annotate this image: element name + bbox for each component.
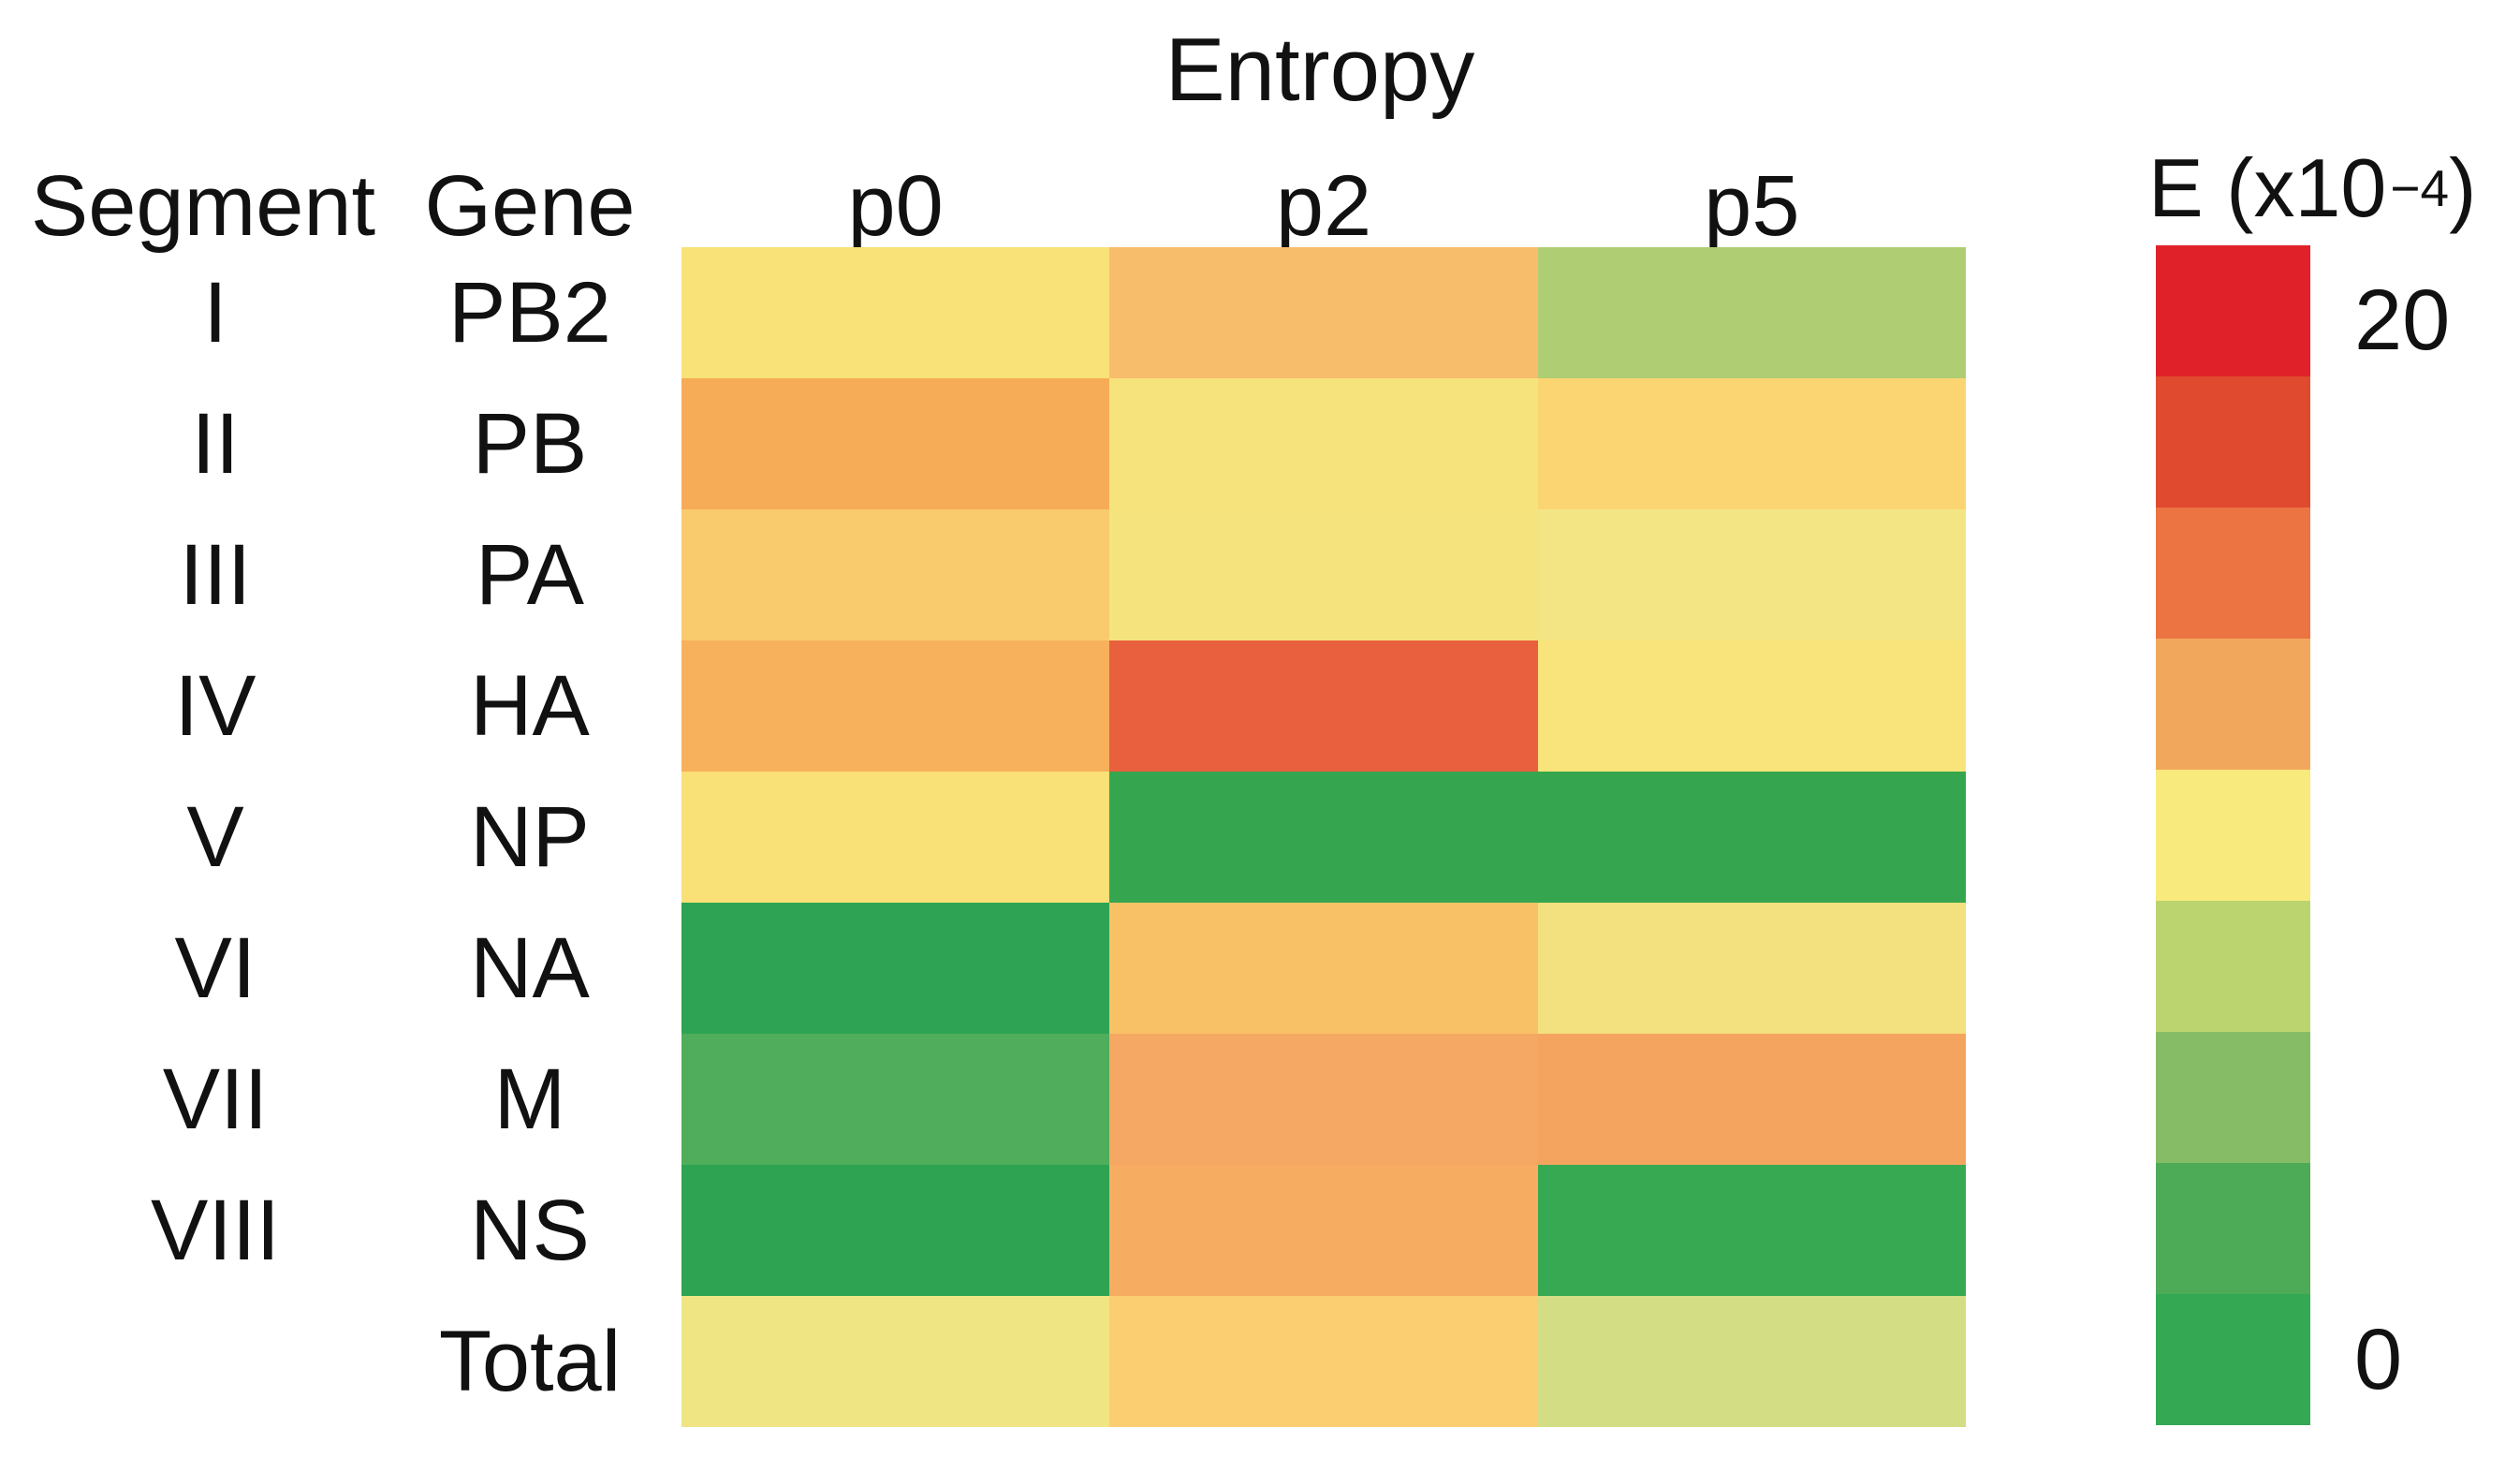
segment-label-III: III — [179, 527, 252, 623]
heatmap-cell-NS-p5 — [1537, 1165, 1966, 1296]
colorbar-max-label: 20 — [2354, 272, 2451, 368]
gene-label-NP: NP — [470, 789, 590, 885]
segment-label-VIII: VIII — [150, 1183, 281, 1278]
segment-label-IV: IV — [174, 658, 256, 754]
colorbar-min-label: 0 — [2354, 1312, 2403, 1407]
segment-column-header: Segment — [30, 158, 376, 254]
heatmap-cell-PB-p5 — [1537, 378, 1966, 509]
gene-label-HA: HA — [470, 658, 590, 754]
heatmap-cell-NP-p5 — [1537, 772, 1966, 903]
segment-label-none — [0, 1296, 431, 1427]
heatmap-cell-PA-p5 — [1537, 509, 1966, 640]
heatmap-cell-NP-p0 — [681, 772, 1110, 903]
colorbar-band-7 — [2156, 1163, 2310, 1294]
heatmap-cell-HA-p5 — [1537, 640, 1966, 772]
heatmap-cell-Total-p5 — [1537, 1296, 1966, 1427]
colorbar-band-2 — [2156, 508, 2310, 639]
heatmap-cell-PB2-p2 — [1109, 247, 1538, 378]
heatmap-cell-PA-p2 — [1109, 509, 1538, 640]
heatmap-cell-NP-p2 — [1109, 772, 1538, 903]
colorbar-band-0 — [2156, 245, 2310, 376]
gene-label-Total: Total — [438, 1314, 622, 1409]
colorbar-band-4 — [2156, 770, 2310, 901]
column-header-p5: p5 — [1704, 158, 1800, 254]
heatmap-cell-NS-p2 — [1109, 1165, 1538, 1296]
gene-label-PA: PA — [476, 527, 584, 623]
chart-title: Entropy — [1165, 20, 1475, 120]
heatmap-cell-PB-p2 — [1109, 378, 1538, 509]
heatmap-cell-PB2-p0 — [681, 247, 1110, 378]
gene-label-NA: NA — [470, 920, 590, 1016]
heatmap-cell-NA-p2 — [1109, 903, 1538, 1034]
heatmap-cell-PB-p0 — [681, 378, 1110, 509]
heatmap-cell-HA-p2 — [1109, 640, 1538, 772]
heatmap-cell-Total-p2 — [1109, 1296, 1538, 1427]
segment-label-II: II — [191, 396, 240, 492]
heatmap-cell-M-p0 — [681, 1034, 1110, 1165]
gene-label-PB2: PB2 — [448, 265, 611, 361]
column-header-p0: p0 — [847, 158, 944, 254]
heatmap-cell-NA-p5 — [1537, 903, 1966, 1034]
heatmap-cell-Total-p0 — [681, 1296, 1110, 1427]
gene-label-M: M — [493, 1052, 566, 1147]
heatmap-cell-M-p5 — [1537, 1034, 1966, 1165]
colorbar-band-3 — [2156, 639, 2310, 770]
colorbar — [2156, 245, 2310, 1425]
colorbar-title-prefix: E (x10 — [2148, 140, 2387, 234]
heatmap-cell-M-p2 — [1109, 1034, 1538, 1165]
segment-label-VII: VII — [162, 1052, 269, 1147]
heatmap-cell-PA-p0 — [681, 509, 1110, 640]
colorbar-band-5 — [2156, 901, 2310, 1032]
colorbar-band-1 — [2156, 376, 2310, 508]
colorbar-title: E (x10 −4) — [2148, 140, 2477, 234]
gene-label-PB: PB — [472, 396, 588, 492]
colorbar-band-6 — [2156, 1032, 2310, 1163]
gene-label-NS: NS — [470, 1183, 590, 1278]
colorbar-title-suffix: ) — [2449, 140, 2477, 234]
colorbar-band-8 — [2156, 1294, 2310, 1425]
heatmap-cell-NA-p0 — [681, 903, 1110, 1034]
heatmap-cell-NS-p0 — [681, 1165, 1110, 1296]
heatmap-cell-PB2-p5 — [1537, 247, 1966, 378]
column-header-p2: p2 — [1275, 158, 1372, 254]
segment-label-V: V — [186, 789, 244, 885]
segment-label-VI: VI — [174, 920, 256, 1016]
gene-column-header: Gene — [424, 158, 636, 254]
segment-label-I: I — [203, 265, 227, 361]
heatmap-cell-HA-p0 — [681, 640, 1110, 772]
heatmap-grid — [681, 247, 1966, 1427]
